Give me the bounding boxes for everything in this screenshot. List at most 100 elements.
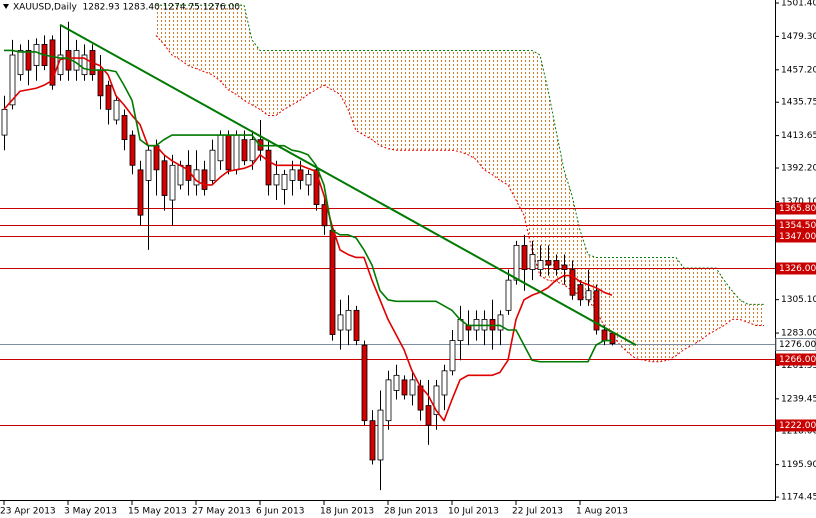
level-label: 1266.00 — [779, 355, 816, 365]
symbol-marker — [3, 4, 9, 9]
candle-body — [1, 108, 8, 136]
candle-body — [225, 134, 232, 171]
candle-body — [121, 115, 128, 141]
candle-body — [201, 169, 208, 190]
candle-body — [217, 134, 224, 162]
level-label-box — [776, 202, 816, 215]
candle-body — [329, 229, 336, 335]
candle-body — [281, 173, 288, 190]
candle-body — [129, 134, 136, 166]
x-tick-label: 10 Jul 2013 — [448, 507, 499, 517]
x-tick-label: 18 Jun 2013 — [320, 507, 374, 517]
y-tick-label: 1479.30 — [781, 32, 816, 42]
trendline — [59, 23, 637, 346]
candle-body — [353, 309, 360, 341]
x-tick-label: 28 Jun 2013 — [384, 507, 438, 517]
candle-body — [9, 54, 16, 106]
candle-body — [561, 264, 568, 270]
candle-body — [81, 54, 88, 76]
y-tick-label: 1174.45 — [781, 493, 816, 503]
candle-body — [457, 319, 464, 341]
x-tick-label: 27 May 2013 — [192, 507, 251, 517]
candle-body — [513, 244, 520, 281]
candle-body — [321, 204, 328, 227]
level-label: 1222.00 — [779, 421, 816, 431]
candle-body — [545, 260, 552, 266]
candle-body — [505, 279, 512, 311]
candle-body — [65, 50, 72, 71]
indicator-line — [4, 49, 612, 363]
cloud-upper-span — [156, 4, 764, 305]
y-tick-label: 1195.90 — [781, 460, 816, 470]
candle-body — [585, 290, 592, 301]
cloud-area — [156, 5, 764, 362]
candle-body — [601, 329, 608, 341]
y-tick-label: 1239.45 — [781, 394, 816, 404]
level-label: 1326.00 — [779, 264, 816, 274]
y-tick-label: 1261.55 — [781, 361, 816, 371]
candle-body — [385, 379, 392, 422]
cloud-layer — [155, 4, 764, 363]
cloud-lower-span — [155, 35, 764, 363]
candle-body — [249, 139, 256, 162]
candle-body — [449, 340, 456, 372]
candle-body — [97, 69, 104, 97]
level-label-box — [776, 230, 816, 243]
candle-body — [137, 169, 144, 216]
candle-body — [265, 149, 272, 186]
candle-body — [537, 260, 544, 270]
levels-layer — [0, 208, 775, 426]
candle-body — [297, 169, 304, 181]
candle-body — [409, 379, 416, 396]
level-label-box — [776, 262, 816, 275]
x-tick-label: 15 May 2013 — [128, 507, 187, 517]
candle-body — [305, 173, 312, 186]
price-label-box — [775, 338, 816, 351]
level-label-box — [776, 219, 816, 232]
level-label-box — [776, 419, 816, 432]
candle-body — [609, 332, 616, 345]
y-tick-label: 1283.00 — [781, 329, 816, 339]
candle-body — [441, 370, 448, 396]
candle-body — [17, 50, 24, 76]
candle-body — [345, 309, 352, 331]
candle-body — [209, 149, 216, 181]
candle-body — [233, 134, 240, 171]
candle-body — [105, 84, 112, 110]
level-label-box — [776, 353, 816, 366]
candle-body — [369, 420, 376, 461]
y-tick-label: 1218.00 — [781, 427, 816, 437]
y-tick-label: 1305.10 — [781, 295, 816, 305]
candle-body — [33, 44, 40, 66]
candle-body — [521, 244, 528, 270]
candle-body — [529, 254, 536, 270]
candle-body — [193, 169, 200, 186]
candle-body — [577, 284, 584, 301]
x-tick-label: 3 May 2013 — [64, 507, 117, 517]
candle-body — [593, 290, 600, 331]
y-tick-label: 1457.20 — [781, 65, 816, 75]
candle-body — [145, 149, 152, 181]
level-label: 1347.00 — [779, 232, 816, 242]
price-label: 1276.00 — [779, 340, 816, 350]
candle-body — [241, 139, 248, 162]
candle-body — [393, 374, 400, 391]
indicator-line — [3, 57, 613, 422]
candle-body — [425, 405, 432, 426]
level-label: 1365.80 — [779, 204, 816, 214]
candle-body — [361, 344, 368, 422]
candle-body — [73, 50, 80, 71]
candle-body — [177, 164, 184, 186]
candle-body — [289, 169, 296, 181]
candle-body — [25, 50, 32, 71]
lines-layer — [3, 23, 637, 422]
level-label: 1354.50 — [779, 221, 816, 231]
candle-body — [433, 385, 440, 416]
candle-body — [401, 379, 408, 396]
candle-body — [169, 164, 176, 201]
x-tick-label: 6 Jun 2013 — [256, 507, 304, 517]
